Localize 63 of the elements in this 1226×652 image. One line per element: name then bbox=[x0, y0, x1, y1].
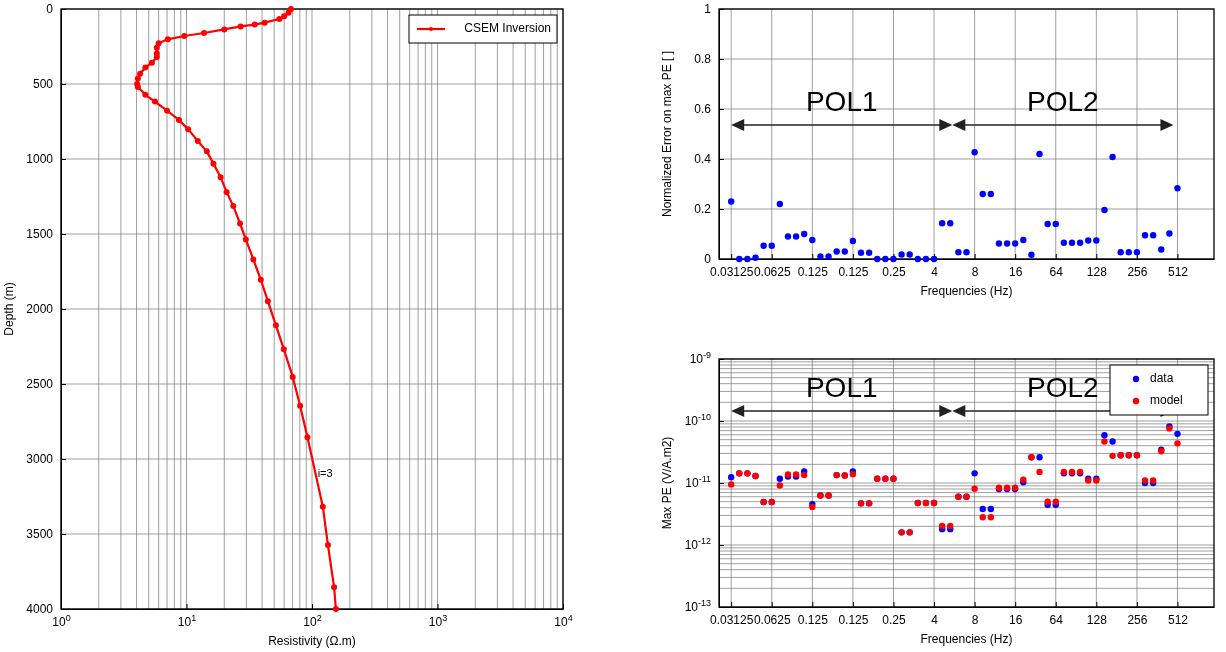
x-axis-title: Frequencies (Hz) bbox=[920, 284, 1013, 298]
annotation: POL1 bbox=[805, 86, 878, 118]
x-tick-label: 8 bbox=[971, 264, 979, 279]
x-tick-label: 512 bbox=[1167, 264, 1189, 279]
y-tick-label: 3500 bbox=[26, 527, 54, 542]
y-tick-label: 500 bbox=[32, 77, 54, 92]
y-tick-label: 2500 bbox=[26, 377, 54, 392]
x-tick-label: 10$^{3}$ bbox=[428, 612, 448, 629]
y-tick-label: 1500 bbox=[26, 227, 54, 242]
x-tick-label: 4 bbox=[931, 612, 939, 627]
x-tick-label: 256 bbox=[1127, 612, 1148, 627]
y-axis-title: Max PE (V/A.m2) bbox=[660, 436, 674, 530]
x-tick-label: 128 bbox=[1086, 264, 1108, 279]
x-tick-label: 0.125 bbox=[797, 264, 829, 279]
x-tick-label: 256 bbox=[1127, 264, 1148, 279]
x-axis-title: Resistivity (Ω.m) bbox=[268, 634, 356, 648]
annotation: POL2 bbox=[1027, 372, 1099, 404]
x-tick-label: 0.125 bbox=[838, 264, 869, 279]
y-tick-label: 10$^{-9}$ bbox=[689, 350, 711, 367]
x-tick-label: 512 bbox=[1167, 612, 1189, 627]
x-tick-label: 16 bbox=[1009, 612, 1023, 627]
x-tick-label: 0.03125 bbox=[709, 264, 754, 279]
annotation: POL1 bbox=[805, 372, 878, 404]
legend-label: model bbox=[1150, 393, 1183, 408]
y-tick-label: 1000 bbox=[26, 152, 54, 167]
x-tick-label: 0.03125 bbox=[709, 612, 754, 627]
y-tick-label: 4000 bbox=[26, 602, 54, 617]
x-tick-label: 64 bbox=[1049, 612, 1064, 627]
y-tick-label: 0.8 bbox=[694, 52, 712, 67]
y-tick-label: 1 bbox=[704, 2, 712, 17]
x-tick-label: 10$^{1}$ bbox=[177, 612, 197, 629]
x-tick-label: 0.125 bbox=[838, 612, 869, 627]
annotation: i=3 bbox=[317, 466, 333, 479]
x-tick-label: 4 bbox=[931, 264, 939, 279]
x-tick-label: 10$^{4}$ bbox=[554, 612, 573, 629]
y-tick-label: 0.4 bbox=[694, 152, 712, 167]
annotation: POL2 bbox=[1027, 86, 1099, 118]
y-tick-label: 10$^{-12}$ bbox=[684, 536, 711, 553]
y-tick-label: 0 bbox=[704, 252, 712, 267]
y-tick-label: 10$^{-13}$ bbox=[684, 598, 711, 615]
x-tick-label: 10$^{2}$ bbox=[303, 612, 322, 629]
y-tick-label: 10$^{-10}$ bbox=[684, 412, 711, 429]
x-tick-label: 16 bbox=[1009, 264, 1023, 279]
x-tick-label: 0.0625 bbox=[753, 612, 791, 627]
y-tick-label: 2000 bbox=[26, 302, 54, 317]
x-tick-label: 10$^{0}$ bbox=[52, 612, 71, 629]
legend-label: CSEM Inversion bbox=[464, 21, 551, 36]
y-tick-label: 0 bbox=[46, 2, 54, 17]
y-axis-title: Depth (m) bbox=[2, 282, 16, 336]
x-tick-label: 0.0625 bbox=[753, 264, 791, 279]
x-tick-label: 0.25 bbox=[882, 264, 906, 279]
x-tick-label: 0.25 bbox=[882, 612, 906, 627]
legend-label: data bbox=[1150, 371, 1174, 386]
y-tick-label: 0.6 bbox=[694, 102, 712, 117]
x-tick-label: 8 bbox=[971, 612, 979, 627]
y-axis-title: Normalized Error on max PE [ ] bbox=[660, 50, 674, 218]
x-axis-title: Frequencies (Hz) bbox=[920, 632, 1013, 646]
x-tick-label: 128 bbox=[1086, 612, 1108, 627]
x-tick-label: 64 bbox=[1049, 264, 1064, 279]
y-tick-label: 3000 bbox=[26, 452, 54, 467]
y-tick-label: 10$^{-11}$ bbox=[685, 474, 711, 491]
x-tick-label: 0.125 bbox=[797, 612, 829, 627]
y-tick-label: 0.2 bbox=[694, 202, 712, 217]
